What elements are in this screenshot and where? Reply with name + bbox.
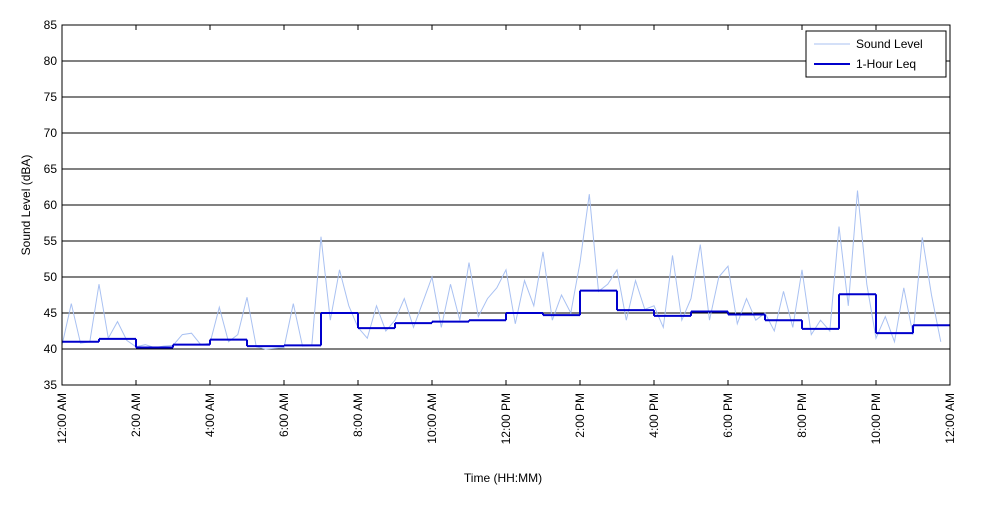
x-axis-label: Time (HH:MM) (464, 471, 542, 485)
y-tick-label: 80 (44, 54, 58, 68)
x-tick-label: 6:00 PM (721, 393, 735, 438)
legend-label: 1-Hour Leq (856, 57, 916, 71)
y-tick-label: 40 (44, 342, 58, 356)
y-tick-label: 70 (44, 126, 58, 140)
x-tick-label: 2:00 PM (573, 393, 587, 438)
x-tick-label: 8:00 PM (795, 393, 809, 438)
y-tick-label: 85 (44, 18, 58, 32)
x-tick-label: 6:00 AM (277, 393, 291, 437)
y-tick-label: 75 (44, 90, 58, 104)
y-tick-label: 55 (44, 234, 58, 248)
x-tick-label: 12:00 PM (499, 393, 513, 444)
x-tick-label: 2:00 AM (129, 393, 143, 437)
x-tick-label: 12:00 AM (55, 393, 69, 444)
x-tick-label: 10:00 AM (425, 393, 439, 444)
y-tick-label: 65 (44, 162, 58, 176)
x-tick-label: 12:00 AM (943, 393, 957, 444)
y-axis-label: Sound Level (dBA) (19, 155, 33, 256)
sound-line (61, 190, 942, 350)
x-tick-label: 4:00 AM (203, 393, 217, 437)
legend-box (805, 30, 947, 78)
y-tick-label: 60 (44, 198, 58, 212)
legend-label: Sound Level (856, 37, 923, 51)
x-tick-label: 4:00 PM (647, 393, 661, 438)
y-tick-label: 35 (44, 378, 58, 392)
plot-frame (61, 24, 951, 386)
y-tick-label: 45 (44, 306, 58, 320)
x-tick-label: 8:00 AM (351, 393, 365, 437)
x-tick-label: 10:00 PM (869, 393, 883, 444)
y-tick-label: 50 (44, 270, 58, 284)
